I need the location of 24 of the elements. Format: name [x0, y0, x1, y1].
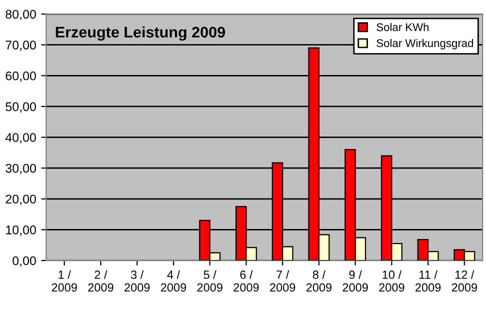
y-tick-label: 70,00 — [6, 40, 36, 51]
y-tick-label: 0,00 — [12, 256, 36, 267]
y-tick-label: 50,00 — [6, 102, 36, 113]
y-tick-label: 40,00 — [5, 133, 36, 144]
y-tick-label: 10,00 — [6, 226, 36, 236]
x-tick-label: 9 / 2009 — [342, 270, 368, 292]
legend-label: Solar KWh — [376, 22, 429, 32]
x-tick-label: 5 / 2009 — [197, 270, 222, 292]
x-tick-label: 12 / 2009 — [452, 270, 477, 292]
x-tick-label: 7 / 2009 — [270, 270, 296, 292]
x-tick-label: 8 / 2009 — [306, 270, 332, 292]
x-tick-label: 2 / 2009 — [88, 270, 114, 292]
y-tick-label: 80,00 — [6, 10, 36, 20]
x-tick-label: 6 / 2009 — [234, 270, 259, 292]
x-tick-label: 4 / 2009 — [160, 270, 186, 292]
x-tick-label: 1 / 2009 — [52, 270, 77, 292]
text: Erzeugte Leistung 2009 — [56, 26, 225, 41]
x-tick-label: 3 / 2009 — [124, 270, 150, 292]
x-tick-label: 10 / 2009 — [379, 270, 404, 292]
x-tick-label: 11 / 2009 — [416, 270, 441, 292]
legend-label: Solar Wirkungsgrad — [376, 38, 473, 50]
y-tick-label: 60,00 — [6, 71, 36, 82]
y-tick-label: 20,00 — [6, 194, 36, 206]
y-tick-label: 30,00 — [6, 164, 36, 174]
